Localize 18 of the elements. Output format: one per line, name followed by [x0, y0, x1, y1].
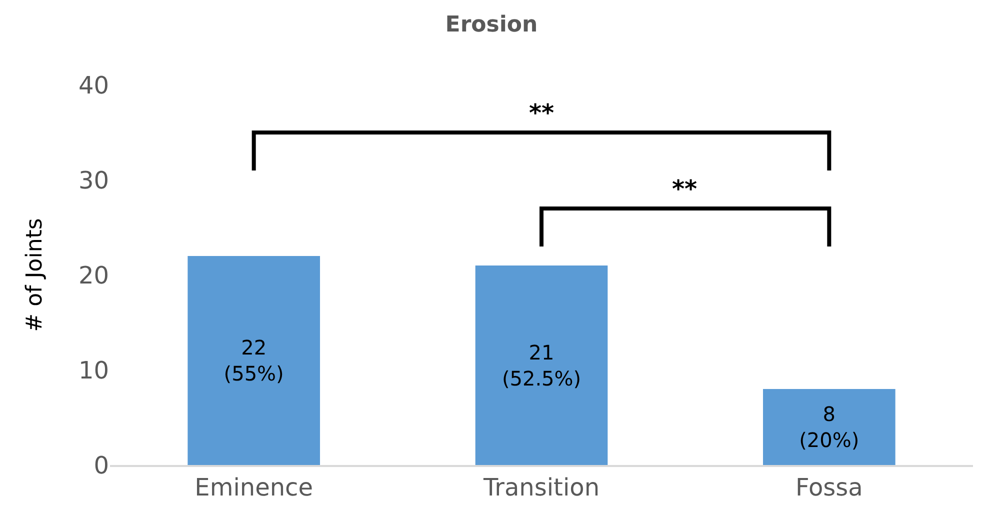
data-label: 8 (20%): [799, 402, 860, 452]
annotation: **: [529, 99, 555, 127]
bar: [763, 389, 896, 465]
annotation: **: [672, 175, 698, 203]
y-tick-label: 20: [78, 261, 109, 290]
y-tick-label: 10: [78, 356, 109, 384]
chart-title: Erosion: [445, 12, 538, 38]
y-tick-label: 30: [78, 166, 109, 194]
data-label: 22 (55%): [224, 336, 284, 386]
y-tick-label: 40: [78, 71, 109, 100]
y-axis-title: # of Joints: [22, 218, 48, 332]
x-tick-label: Fossa: [795, 474, 863, 502]
x-tick-label: Eminence: [194, 474, 314, 502]
bar: [475, 266, 608, 465]
y-tick-label: 0: [94, 451, 109, 480]
x-tick-label: Transition: [482, 474, 600, 502]
bar: [188, 256, 320, 465]
data-label: 21 (52.5%): [502, 340, 582, 390]
